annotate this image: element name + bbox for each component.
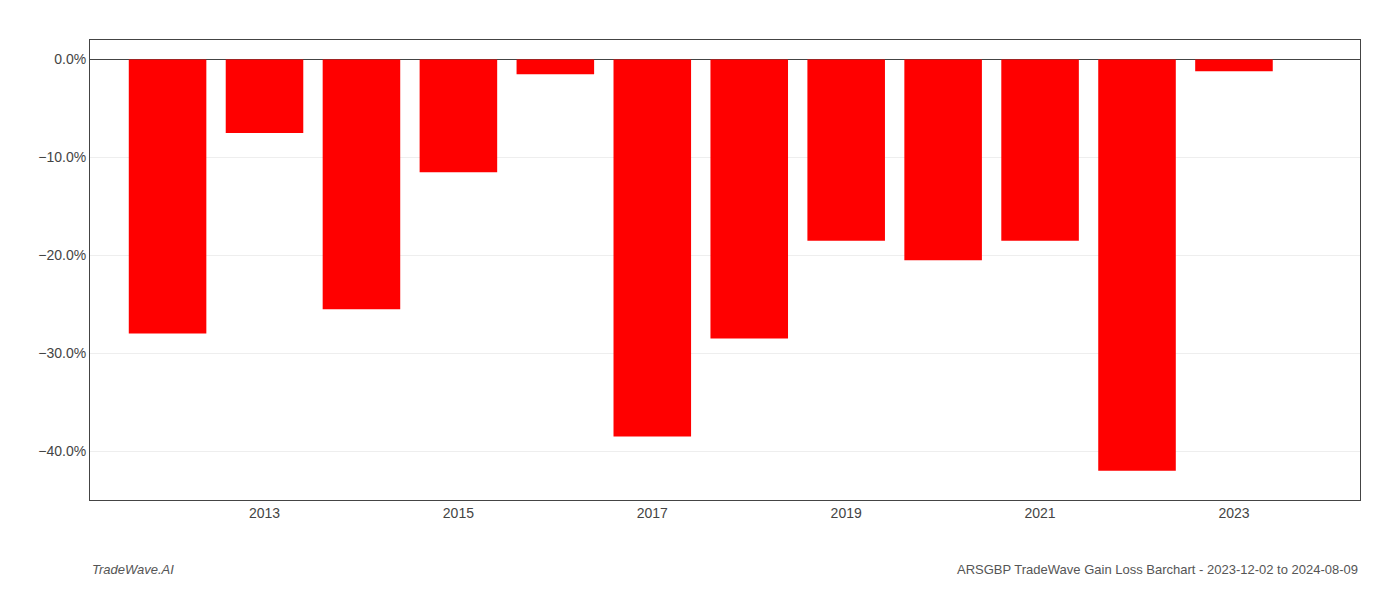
svg-text:−40.0%: −40.0% [38, 443, 86, 459]
svg-text:−20.0%: −20.0% [38, 247, 86, 263]
svg-text:−30.0%: −30.0% [38, 345, 86, 361]
svg-text:−10.0%: −10.0% [38, 149, 86, 165]
svg-text:2015: 2015 [443, 505, 474, 521]
svg-text:2017: 2017 [637, 505, 668, 521]
svg-text:2023: 2023 [1218, 505, 1249, 521]
svg-text:0.0%: 0.0% [54, 51, 86, 67]
svg-text:2019: 2019 [831, 505, 862, 521]
svg-text:2021: 2021 [1025, 505, 1056, 521]
svg-text:ARSGBP TradeWave Gain Loss Bar: ARSGBP TradeWave Gain Loss Barchart - 20… [957, 562, 1358, 577]
svg-text:2013: 2013 [249, 505, 280, 521]
svg-text:TradeWave.AI: TradeWave.AI [92, 562, 174, 577]
